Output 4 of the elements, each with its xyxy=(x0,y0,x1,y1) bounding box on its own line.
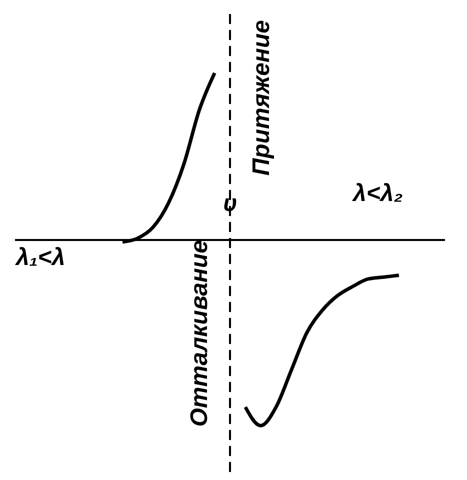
annotation: Отталкивание xyxy=(186,240,214,427)
annotation: λ₁<λ xyxy=(16,244,66,272)
annotation: λ<λ₂ xyxy=(353,180,403,208)
annotation: Притяжение xyxy=(248,20,276,176)
